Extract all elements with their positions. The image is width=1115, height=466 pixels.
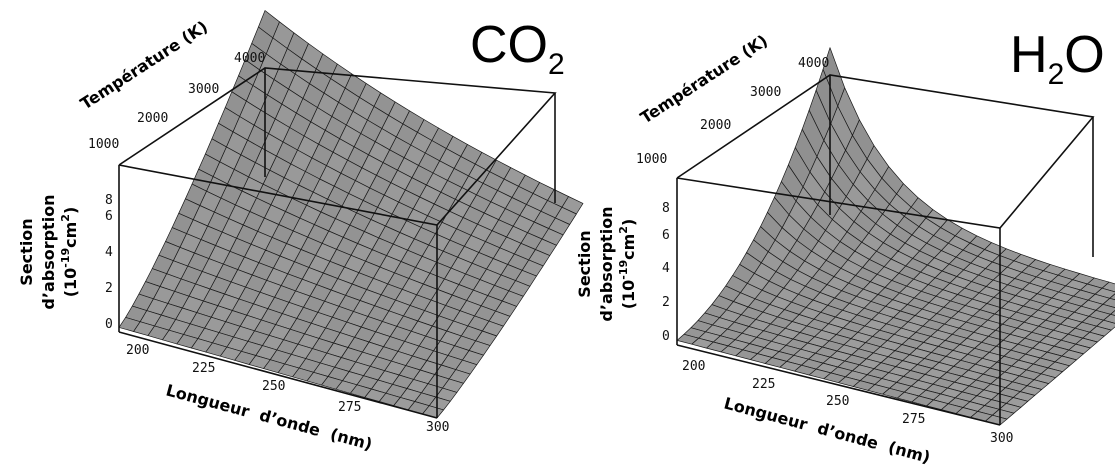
z-axis-label-line2: d’absorption [39,194,58,309]
x-tick-label: 250 [262,379,285,394]
x-tick-label: 200 [682,359,705,374]
x-tick-label: 250 [826,394,849,409]
panel-title-h2o: H2O [1010,26,1105,91]
z-axis-label-line3: (10-19cm2) [59,207,80,298]
x-tick-label: 275 [902,412,925,427]
y-tick-label: 1000 [636,152,667,167]
z-tick-label: 4 [105,245,113,260]
z-axis-ticks: 0 2 4 6 8 [662,201,670,344]
z-tick-label: 8 [105,193,113,208]
x-tick-label: 300 [990,431,1013,446]
z-tick-label: 6 [105,209,113,224]
z-axis-label-line1: Section [575,230,594,297]
x-tick-label: 200 [126,343,149,358]
x-tick-label: 275 [338,400,361,415]
y-tick-label: 1000 [88,137,119,152]
y-tick-label: 2000 [700,118,731,133]
box-front-bottom-edge [118,331,438,419]
x-tick-label: 225 [752,377,775,392]
y-axis-ticks: 1000 2000 3000 4000 [636,56,829,167]
x-tick-label: 300 [426,420,449,435]
z-axis-label: Section d’absorption (10-19cm2) [575,206,638,321]
box-front-bottom-edge [676,344,1001,426]
y-tick-label: 3000 [750,85,781,100]
z-axis-label-line1: Section [17,218,36,285]
y-tick-label: 4000 [798,56,829,71]
co2-panel: 200 225 250 275 300 1000 2000 3000 4000 … [17,10,584,454]
y-axis-ticks: 1000 2000 3000 4000 [88,51,265,152]
y-tick-label: 4000 [234,51,265,66]
panel-title-co2: CO2 [470,16,565,81]
z-axis-ticks: 0 2 4 6 8 [105,193,113,332]
y-tick-label: 2000 [137,111,168,126]
x-tick-label: 225 [192,361,215,376]
x-axis-ticks: 200 225 250 275 300 [682,359,1013,446]
h2o-panel: 200 225 250 275 300 1000 2000 3000 4000 … [575,26,1115,466]
z-tick-label: 6 [662,228,670,243]
z-tick-label: 2 [105,281,113,296]
z-tick-label: 2 [662,295,670,310]
co2-absorption-surface [118,10,584,419]
y-axis-label: Température (K) [637,31,771,127]
y-axis-label: Température (K) [77,17,211,113]
z-axis-label-line3: (10-19cm2) [617,219,638,310]
bounding-box [118,67,557,419]
surface-facet [676,333,699,345]
z-axis-label: Section d’absorption (10-19cm2) [17,194,80,309]
z-tick-label: 4 [662,261,670,276]
h2o-absorption-surface [676,47,1115,426]
y-tick-label: 3000 [188,82,219,97]
bounding-box [676,74,1095,426]
z-tick-label: 0 [105,317,113,332]
z-axis-label-line2: d’absorption [597,206,616,321]
z-tick-label: 0 [662,329,670,344]
x-axis-ticks: 200 225 250 275 300 [126,343,449,435]
surface-facet [118,317,141,332]
z-tick-label: 8 [662,201,670,216]
